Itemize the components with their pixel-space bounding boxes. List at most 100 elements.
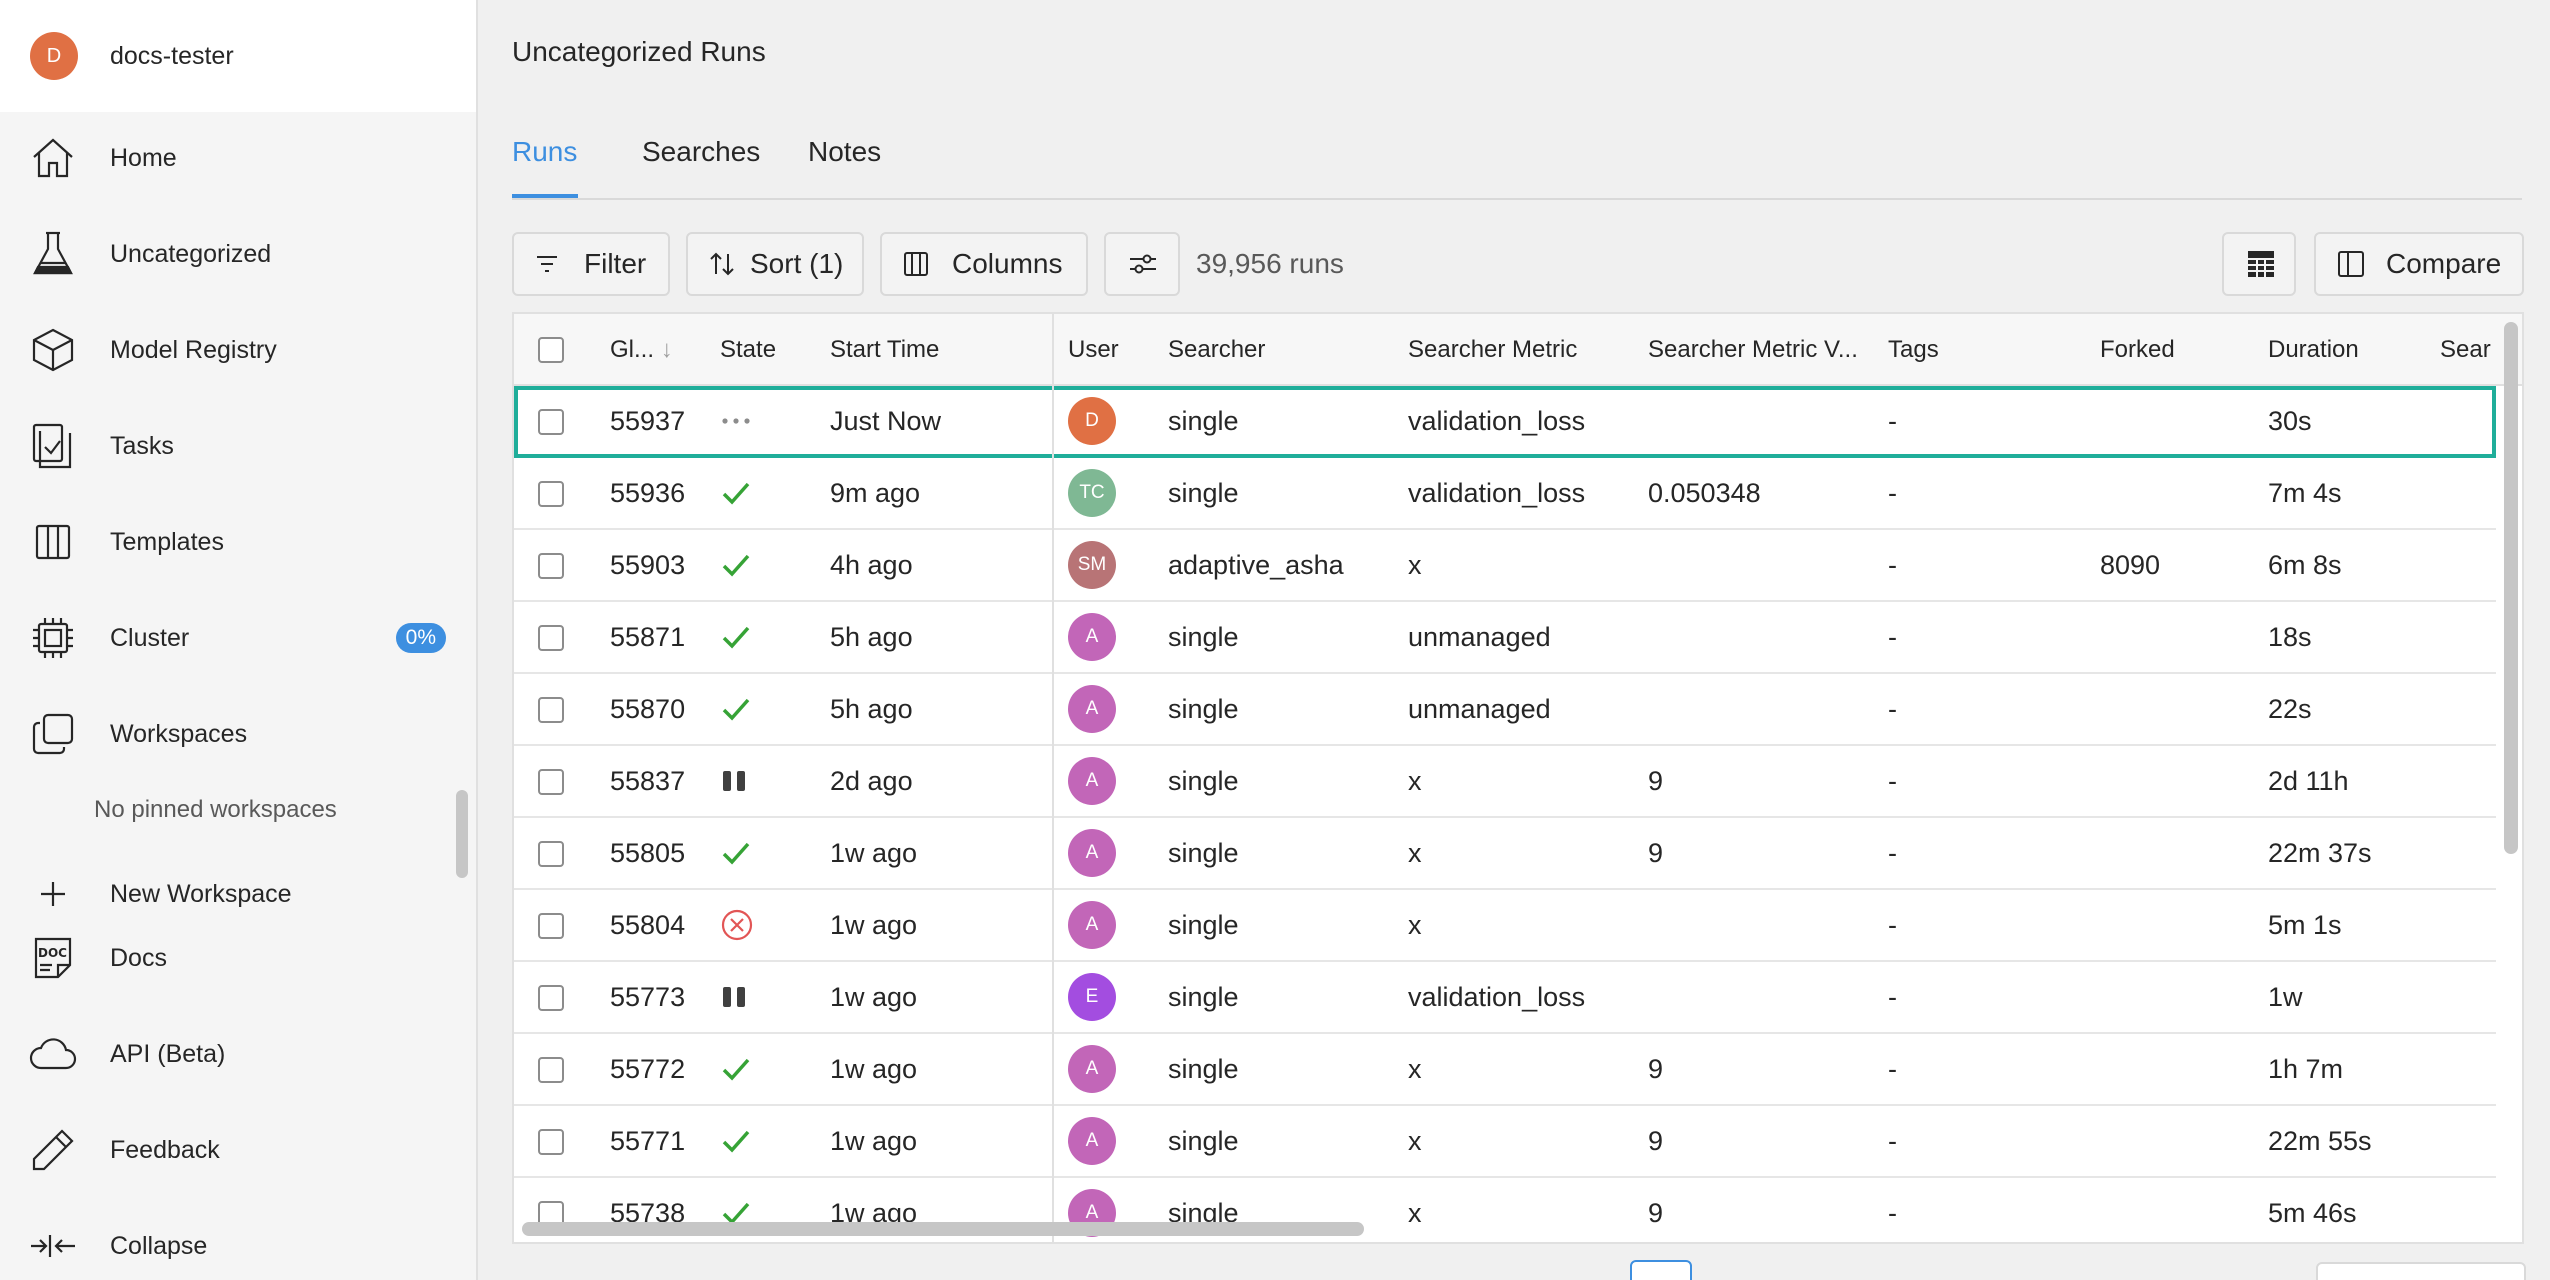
- sidebar-item-model-registry[interactable]: Model Registry: [0, 310, 478, 390]
- tab-searches[interactable]: Searches: [642, 136, 761, 167]
- user-avatar-cell: A: [1068, 818, 1116, 888]
- sort-button[interactable]: Sort (1): [686, 232, 864, 296]
- start-time: 1w ago: [830, 981, 918, 1012]
- avatar: A: [1068, 1045, 1116, 1093]
- sidebar-item-label: Feedback: [110, 1135, 220, 1164]
- new-workspace-button[interactable]: New Workspace: [0, 854, 478, 934]
- sidebar-item-docs[interactable]: DOC Docs: [0, 918, 478, 998]
- column-header-searcher-metric-value[interactable]: Searcher Metric V...: [1648, 336, 1858, 363]
- column-header-extra[interactable]: Sear: [2440, 336, 2491, 363]
- row-checkbox[interactable]: [538, 913, 564, 939]
- cube-icon: [28, 325, 78, 375]
- column-header-state[interactable]: State: [720, 336, 777, 363]
- searcher: single: [1168, 837, 1239, 868]
- searcher-metric-value: 9: [1648, 1053, 1664, 1084]
- row-checkbox[interactable]: [538, 769, 564, 795]
- searcher-metric: unmanaged: [1408, 621, 1551, 652]
- duration: 1w: [2268, 981, 2303, 1012]
- filter-label: Filter: [584, 248, 647, 279]
- sidebar-item-workspaces[interactable]: Workspaces: [0, 694, 478, 774]
- user-avatar-cell: A: [1068, 1106, 1116, 1176]
- tab-runs[interactable]: Runs: [512, 136, 578, 167]
- tags: -: [1888, 621, 1897, 652]
- column-header-id[interactable]: Gl... ↓: [610, 336, 673, 364]
- column-header-start-time[interactable]: Start Time: [830, 336, 940, 363]
- options-button[interactable]: [1104, 232, 1180, 296]
- tags: -: [1888, 693, 1897, 724]
- sidebar-item-templates[interactable]: Templates: [0, 502, 478, 582]
- user-menu[interactable]: D docs-tester: [0, 0, 476, 112]
- sidebar-item-tasks[interactable]: Tasks: [0, 406, 478, 486]
- column-header-tags[interactable]: Tags: [1888, 336, 1939, 363]
- column-header-forked[interactable]: Forked: [2100, 336, 2175, 363]
- column-header-duration[interactable]: Duration: [2268, 336, 2359, 363]
- column-header-user[interactable]: User: [1068, 336, 1119, 363]
- page-size-select[interactable]: [2316, 1262, 2526, 1280]
- grid-icon: [2248, 251, 2274, 277]
- vertical-scrollbar[interactable]: [2504, 322, 2518, 854]
- sidebar-item-cluster[interactable]: Cluster 0%: [0, 598, 478, 678]
- avatar: E: [1068, 973, 1116, 1021]
- filter-icon: [537, 256, 557, 272]
- row-checkbox[interactable]: [538, 841, 564, 867]
- sidebar-item-label: Tasks: [110, 431, 174, 460]
- compare-button[interactable]: Compare: [2314, 232, 2524, 296]
- filter-button[interactable]: Filter: [512, 232, 670, 296]
- searcher: single: [1168, 1053, 1239, 1084]
- start-time: 9m ago: [830, 477, 921, 508]
- tags: -: [1888, 837, 1897, 868]
- searcher: single: [1168, 909, 1239, 940]
- horizontal-scrollbar[interactable]: [522, 1222, 1364, 1236]
- sidebar-scrollbar[interactable]: [456, 790, 468, 878]
- row-checkbox[interactable]: [538, 985, 564, 1011]
- avatar: D: [1068, 397, 1116, 445]
- tags: -: [1888, 1197, 1897, 1228]
- sidebar-item-home[interactable]: Home: [0, 118, 478, 198]
- state-running-icon: [720, 386, 752, 456]
- sidebar-item-api[interactable]: API (Beta): [0, 1014, 478, 1094]
- pagination-current-page[interactable]: [1630, 1260, 1692, 1280]
- column-header-searcher[interactable]: Searcher: [1168, 336, 1266, 363]
- duration: 22m 37s: [2268, 837, 2372, 868]
- duration: 22s: [2268, 693, 2312, 724]
- sidebar-item-uncategorized[interactable]: Uncategorized: [0, 214, 478, 294]
- state-completed-icon: [720, 818, 752, 888]
- row-checkbox[interactable]: [538, 409, 564, 435]
- row-checkbox[interactable]: [538, 697, 564, 723]
- searcher: single: [1168, 405, 1239, 436]
- table-row[interactable]: 55903 4h ago SM adaptive_asha x - 8090 6m 8s: [514, 530, 2496, 602]
- run-id: 55804: [610, 909, 686, 940]
- tags: -: [1888, 1125, 1897, 1156]
- sidebar-item-feedback[interactable]: Feedback: [0, 1110, 478, 1190]
- row-checkbox[interactable]: [538, 1129, 564, 1155]
- row-checkbox[interactable]: [538, 553, 564, 579]
- tab-notes[interactable]: Notes: [808, 136, 882, 167]
- sidebar-item-label: Cluster: [110, 623, 190, 652]
- avatar: A: [1068, 685, 1116, 733]
- user-avatar-cell: A: [1068, 1034, 1116, 1104]
- row-checkbox[interactable]: [538, 625, 564, 651]
- row-checkbox[interactable]: [538, 481, 564, 507]
- run-id: 55771: [610, 1125, 686, 1156]
- columns-button[interactable]: Columns: [880, 232, 1088, 296]
- tags: -: [1888, 1053, 1897, 1084]
- table-density-button[interactable]: [2222, 232, 2296, 296]
- searcher-metric: validation_loss: [1408, 477, 1586, 508]
- select-all-checkbox[interactable]: [538, 337, 564, 363]
- searcher: single: [1168, 477, 1239, 508]
- run-id: 55871: [610, 621, 686, 652]
- row-checkbox[interactable]: [538, 1057, 564, 1083]
- collapse-button[interactable]: Collapse: [0, 1206, 478, 1280]
- forked: 8090: [2100, 549, 2161, 580]
- column-header-searcher-metric[interactable]: Searcher Metric: [1408, 336, 1578, 363]
- table-row[interactable]: 55936 9m ago TC single validation_loss 0.0503…: [514, 458, 2496, 530]
